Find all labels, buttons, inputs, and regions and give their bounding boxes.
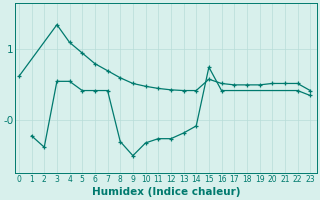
X-axis label: Humidex (Indice chaleur): Humidex (Indice chaleur) (92, 187, 240, 197)
